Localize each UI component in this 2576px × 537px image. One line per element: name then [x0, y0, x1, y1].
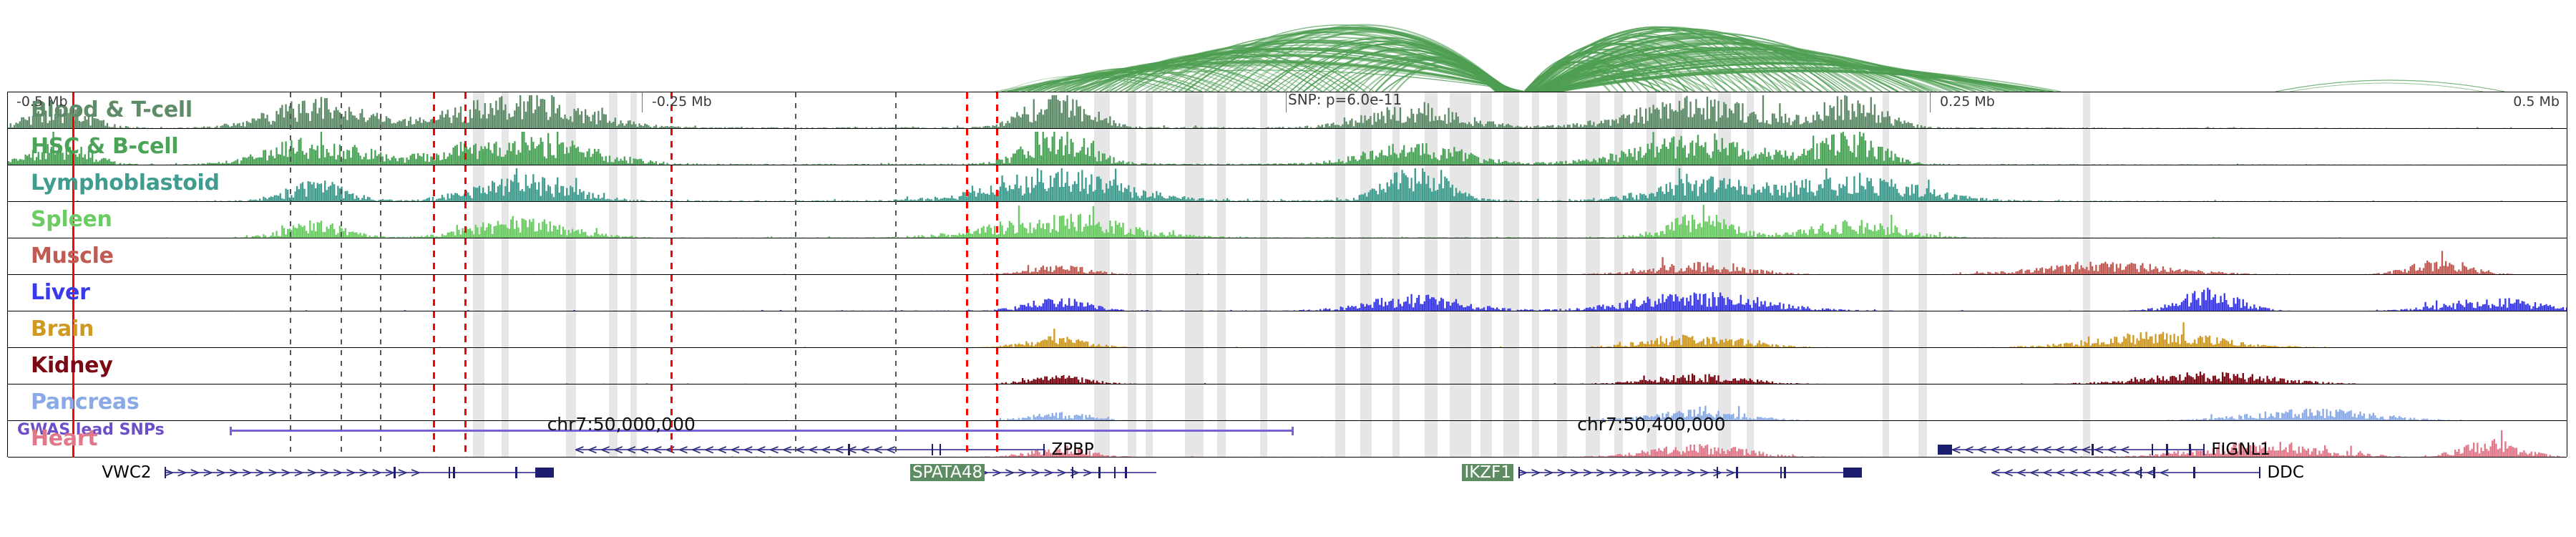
- track-signal-plot: [8, 384, 2567, 420]
- signal-track-hsc-b-cell[interactable]: HSC & B-cell: [8, 129, 2567, 165]
- snp-pvalue-annotation: SNP: p=6.0e-11: [1288, 91, 1402, 108]
- lead-snp-marker: [72, 92, 74, 458]
- gene-exon-tick: [931, 444, 934, 455]
- gene-exon-tick: [1784, 467, 1786, 478]
- red-dashed-snp-marker: [996, 92, 998, 458]
- genomic-coordinate-label: chr7:50,000,000: [547, 414, 696, 435]
- signal-track-stack[interactable]: Blood & T-cell -0.5 Mb -0.25 Mb 0.25 Mb 0.5 …: [7, 92, 2567, 458]
- gene-track-row-lower[interactable]: >>>>>>>>>>>>>>>>>>>> VWC2 >>>>>>>>>> SPATA4…: [0, 464, 2576, 483]
- red-dashed-snp-marker: [464, 92, 467, 458]
- gene-exon-tick: [1098, 467, 1101, 478]
- track-signal-plot: [8, 165, 2567, 201]
- axis-tick-mark: [1286, 92, 1287, 112]
- track-signal-plot: [8, 202, 2567, 238]
- signal-track-kidney[interactable]: Kidney: [8, 348, 2567, 384]
- gene-exon-tick: [1736, 467, 1738, 478]
- chromatin-interaction-arc-panel[interactable]: [0, 0, 2576, 92]
- gene-exon-tick: [2166, 444, 2168, 455]
- gene-label-ikzf1[interactable]: IKZF1: [1462, 464, 1513, 481]
- signal-track-muscle[interactable]: Muscle: [8, 238, 2567, 275]
- gene-exon-tick: [394, 467, 396, 478]
- gene-exon-tick: [939, 444, 942, 455]
- grey-dashed-marker: [380, 92, 381, 458]
- axis-tick-label: -0.5 Mb: [16, 94, 68, 110]
- gene-tss-tick: [2258, 467, 2261, 478]
- gwas-lead-snp-tick[interactable]: [230, 427, 233, 435]
- axis-tick-label: -0.25 Mb: [652, 94, 712, 110]
- gene-exon-tick: [2151, 444, 2154, 455]
- signal-track-pancreas[interactable]: Pancreas: [8, 384, 2567, 421]
- gene-exon-tick: [448, 467, 451, 478]
- track-signal-plot: [8, 129, 2567, 165]
- gene-strand-arrows: >>>>>>>>>>>>>>>>>>>>: [164, 464, 424, 481]
- red-dashed-snp-marker: [966, 92, 968, 458]
- gwas-lead-snps-line: [230, 430, 1292, 432]
- gene-strand-arrows: >>>>>>>>>>>>>>>>>: [1518, 464, 1739, 481]
- gene-label-vwc2[interactable]: VWC2: [102, 463, 152, 482]
- grey-dashed-marker: [290, 92, 291, 458]
- gene-body-line: [1991, 472, 2261, 473]
- signal-track-liver[interactable]: Liver: [8, 275, 2567, 311]
- gene-label-zpbp[interactable]: ZPBP: [1051, 440, 1094, 459]
- signal-track-brain[interactable]: Brain: [8, 311, 2567, 348]
- gene-strand-arrows: <<<<<<<<<<<<<<: [1951, 441, 2134, 458]
- gene-terminal-exon: [1843, 468, 1863, 478]
- axis-tick-mark: [642, 92, 643, 112]
- gene-tss-tick: [1043, 444, 1045, 455]
- gwas-lead-snps-row[interactable]: GWAS lead SNPs: [0, 420, 2576, 444]
- genomic-coordinate-label: chr7:50,400,000: [1577, 414, 1726, 435]
- gene-exon-tick: [2140, 467, 2142, 478]
- red-dashed-snp-marker: [670, 92, 673, 458]
- gene-exon-tick: [1071, 467, 1074, 478]
- gene-tss-tick: [1518, 467, 1520, 478]
- gene-exon-tick: [2193, 467, 2195, 478]
- gene-label-fignl1[interactable]: FIGNL1: [2211, 440, 2270, 459]
- track-signal-plot: [8, 238, 2567, 274]
- axis-tick-label: 0.25 Mb: [1940, 94, 1995, 110]
- track-signal-plot: [8, 311, 2567, 347]
- gene-label-ddc[interactable]: DDC: [2267, 463, 2304, 482]
- gene-track-row-upper[interactable]: <<<<<<<<<<<<<<<<<<<<<<<<< ZPBP <<<<<<<<<<<…: [0, 441, 2576, 460]
- gene-terminal-exon: [1937, 445, 1952, 455]
- gene-exon-tick: [1780, 467, 1782, 478]
- track-signal-plot: [8, 348, 2567, 384]
- gene-exon-tick: [1125, 467, 1127, 478]
- gene-label-spata48[interactable]: SPATA48: [909, 464, 985, 481]
- grey-dashed-marker: [895, 92, 897, 458]
- gene-exon-tick: [848, 444, 850, 455]
- gene-tss-tick: [164, 467, 167, 478]
- gene-exon-tick: [2189, 444, 2191, 455]
- gene-exon-tick: [2153, 467, 2155, 478]
- signal-track-spleen[interactable]: Spleen: [8, 202, 2567, 238]
- gene-exon-tick: [1113, 467, 1116, 478]
- gene-tss-tick: [2202, 444, 2205, 455]
- gene-body-line: [164, 472, 536, 473]
- gene-body-line: [575, 449, 1045, 450]
- arc-svg: [994, 24, 2505, 92]
- axis-tick-label: 0.5 Mb: [2513, 94, 2560, 110]
- gene-strand-arrows: >>>>>>>>>>: [966, 464, 1096, 481]
- gene-strand-arrows: <<<<<<<<<<<<<<: [1991, 464, 2173, 481]
- gene-exon-tick: [1716, 467, 1719, 478]
- gene-body-line: [966, 472, 1157, 473]
- signal-track-lymphoblastoid[interactable]: Lymphoblastoid: [8, 165, 2567, 202]
- gene-exon-tick: [453, 467, 455, 478]
- gene-body-line: [1518, 472, 1844, 473]
- gwas-lead-snp-tick[interactable]: [1291, 427, 1294, 435]
- gene-strand-arrows: <<<<<<<<<<<<<<<<<<<<<<<<<: [575, 441, 900, 458]
- track-signal-plot: [8, 92, 2567, 128]
- gene-body-line: [1951, 449, 2205, 450]
- gene-exon-tick: [515, 467, 517, 478]
- grey-dashed-marker: [795, 92, 796, 458]
- grey-dashed-marker: [341, 92, 342, 458]
- gene-exon-tick: [2092, 444, 2094, 455]
- gene-terminal-exon: [535, 468, 555, 478]
- axis-tick-mark: [1930, 92, 1931, 112]
- red-dashed-snp-marker: [433, 92, 435, 458]
- track-signal-plot: [8, 275, 2567, 311]
- gwas-lead-snps-label: GWAS lead SNPs: [17, 421, 165, 439]
- signal-track-blood-t-cell[interactable]: Blood & T-cell -0.5 Mb -0.25 Mb 0.25 Mb 0.5 …: [8, 92, 2567, 129]
